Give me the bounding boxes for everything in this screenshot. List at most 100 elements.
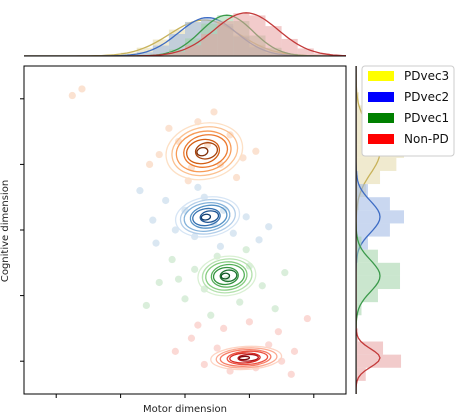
legend: PDvec3 PDvec2 PDvec1 Non-PD	[361, 65, 455, 157]
scatter-point	[271, 305, 279, 313]
kde-contour	[183, 134, 229, 168]
kde-contour	[200, 213, 212, 221]
scatter-point	[200, 360, 208, 369]
kde-contour	[212, 266, 239, 286]
top-histogram-bar	[136, 52, 153, 56]
kde-contour-layer	[165, 122, 283, 371]
legend-swatch	[368, 134, 394, 144]
legend-frame	[361, 65, 455, 157]
kde-contour	[179, 198, 236, 235]
scatter-point	[281, 269, 289, 277]
scatter-point	[162, 196, 170, 205]
scatter-point	[194, 321, 202, 329]
legend-swatch	[368, 113, 394, 123]
scatter-point	[149, 216, 157, 224]
legend-swatch	[368, 92, 394, 102]
top-histogram-bar	[152, 45, 169, 56]
main-plot-frame	[23, 65, 347, 395]
top-histogram-bar	[281, 38, 298, 56]
scatter-point	[258, 282, 266, 290]
top-histogram-bar	[233, 13, 250, 56]
top-histogram-bar	[297, 48, 314, 56]
kde-contour	[174, 196, 241, 238]
top-histogram-bar	[201, 33, 218, 56]
kde-contour	[238, 355, 251, 361]
scatter-point	[252, 147, 260, 155]
top-histogram-bar	[265, 26, 282, 56]
kde-contour	[205, 261, 248, 291]
scatter-point	[242, 246, 250, 254]
kde-contour	[196, 146, 209, 157]
top-histogram-bar	[313, 53, 330, 56]
top-histogram-bar	[217, 21, 234, 56]
kde-contour	[210, 263, 246, 288]
kde-contour	[226, 350, 269, 366]
kde-contour	[189, 204, 228, 229]
scatter-point	[265, 223, 273, 231]
kde-contour	[215, 347, 278, 369]
scatter-point	[181, 295, 189, 303]
scatter-point	[152, 239, 160, 247]
scatter-point	[213, 344, 221, 352]
axis-ticks	[20, 98, 315, 398]
top-marginal-histogram	[24, 12, 346, 56]
legend-label: PDvec1	[404, 111, 449, 125]
scatter-point	[242, 213, 250, 221]
scatter-point	[191, 265, 199, 273]
kde-contour	[197, 255, 257, 297]
scatter-point	[255, 236, 263, 244]
kde-contour	[171, 126, 239, 177]
kde-contour	[201, 258, 253, 294]
scatter-point	[155, 150, 163, 159]
legend-label: Non-PD	[404, 132, 449, 146]
scatter-point	[171, 347, 179, 355]
scatter-point	[274, 328, 282, 336]
scatter-point	[226, 131, 234, 139]
y-axis-label: Cognitive dimension	[0, 180, 11, 282]
top-histogram-bar	[120, 52, 137, 56]
kde-contour	[192, 207, 221, 227]
scatter-point	[236, 298, 244, 306]
kde-contour	[237, 353, 259, 362]
scatter-point	[220, 206, 228, 214]
scatter-point	[210, 108, 218, 116]
scatter-point	[245, 318, 253, 326]
scatter-point	[220, 324, 228, 332]
kde-contour	[210, 345, 283, 371]
legend-label: PDvec2	[404, 90, 449, 104]
kde-contour	[220, 272, 231, 280]
kde-contour	[183, 201, 231, 232]
kde-contour	[194, 142, 219, 160]
scatter-point	[232, 173, 241, 182]
top-histogram-bar	[185, 45, 202, 56]
kde-contour	[185, 138, 221, 165]
kde-contour	[219, 269, 238, 283]
scatter-point	[171, 226, 179, 234]
scatter-point	[194, 183, 202, 191]
scatter-point	[165, 124, 173, 132]
scatter-point	[145, 160, 154, 168]
main-plot-area	[68, 85, 311, 378]
right-kde-line	[356, 66, 381, 394]
scatter-point	[174, 275, 183, 283]
kde-contour	[199, 210, 220, 223]
scatter-point	[136, 187, 144, 195]
kde-contour	[165, 122, 244, 181]
scatter-point	[155, 278, 163, 287]
scatter-point	[290, 347, 299, 355]
top-histogram-bar	[249, 15, 266, 56]
kde-contour	[229, 352, 261, 364]
scatter-point	[303, 314, 311, 323]
scatter-point	[287, 370, 295, 378]
scatter-point	[142, 301, 150, 310]
right-kde-line	[356, 66, 381, 394]
scatter-point	[216, 242, 225, 250]
scatter-point	[265, 341, 273, 349]
kde-contour	[219, 349, 272, 367]
scatter-point	[207, 311, 215, 319]
legend-swatch	[368, 71, 394, 81]
scatter-layer	[68, 85, 311, 378]
scatter-point	[187, 334, 196, 342]
legend-label: PDvec3	[404, 69, 449, 83]
